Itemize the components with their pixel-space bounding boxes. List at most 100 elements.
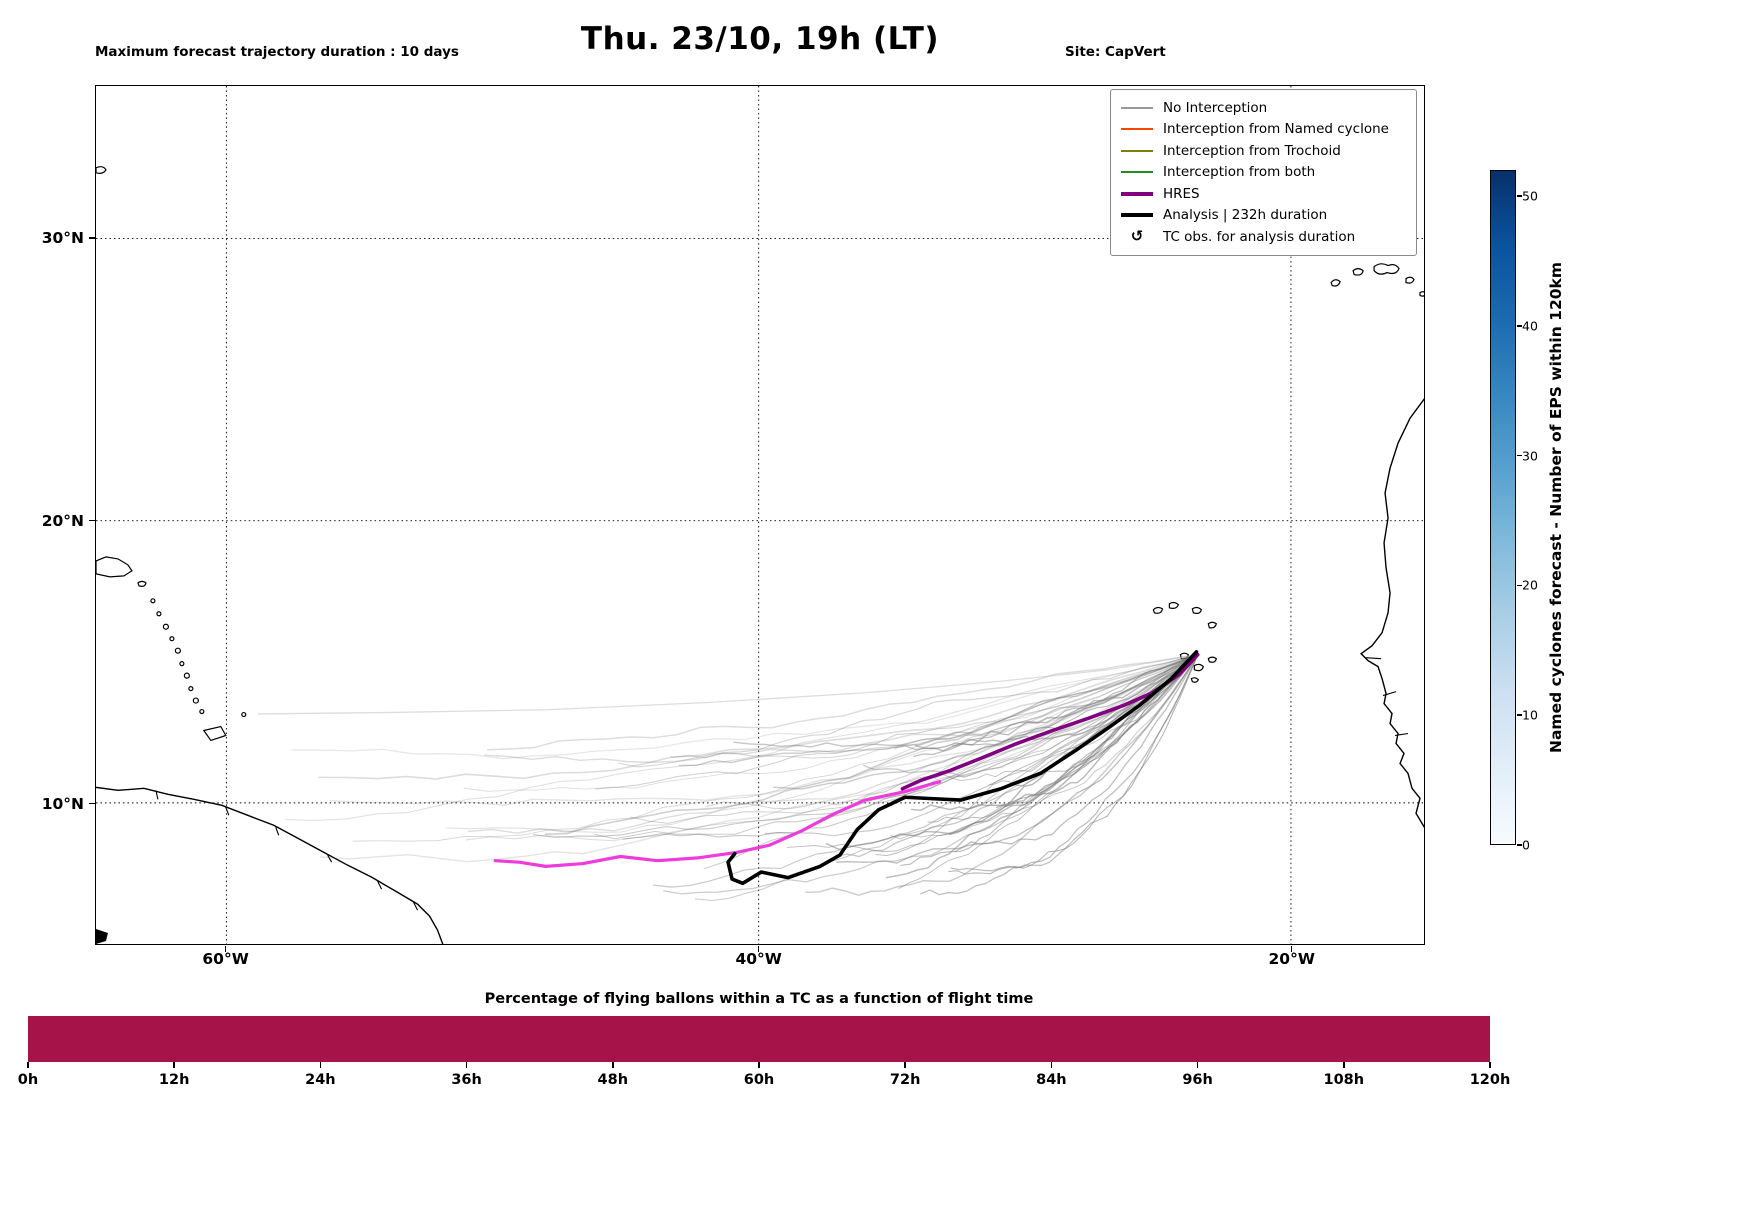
legend-line-sample: [1121, 171, 1153, 174]
eps-member-trajectory: [678, 653, 1199, 767]
eps-member-trajectory: [652, 654, 1199, 888]
map-plot: No Interception Interception from Named c…: [95, 85, 1425, 945]
legend-line-sample: [1121, 213, 1153, 218]
info-site: Site: CapVert: [1065, 44, 1166, 60]
legend-item: ↺ TC obs. for analysis duration: [1121, 226, 1406, 248]
lat-tick: [89, 519, 95, 522]
eps-member-trajectory: [284, 654, 1199, 821]
eps-member-trajectory: [786, 654, 1199, 853]
flight-axis-tick: [1196, 1062, 1199, 1068]
flight-axis-tick-label: 108h: [1323, 1072, 1365, 1088]
lon-tick: [1290, 946, 1293, 952]
eps-member-trajectory: [951, 653, 1199, 747]
legend-line-swatch: [1121, 106, 1153, 109]
legend-line-swatch: [1121, 171, 1153, 174]
colorbar-tick-label: 10: [1522, 707, 1538, 723]
coastline-antilles-island: [183, 672, 190, 679]
colorbar-tick-label: 30: [1522, 448, 1538, 464]
flight-axis-tick: [612, 1062, 614, 1068]
legend-line-sample: [1121, 106, 1153, 109]
flight-axis-tick: [465, 1062, 468, 1068]
legend-item: Interception from Named cyclone: [1121, 119, 1406, 141]
eps-member-trajectory: [352, 654, 1199, 842]
map-canvas: [96, 86, 1424, 944]
lat-tick-label: 10°N: [41, 794, 84, 813]
flight-axis-tick: [1343, 1062, 1345, 1068]
coastline-south-america: [96, 786, 444, 944]
param-max-duration: Maximum forecast trajectory duration : 1…: [95, 44, 459, 60]
colorbar-tick: [1516, 844, 1522, 846]
legend-line-sample: [1121, 128, 1153, 131]
eps-ensemble-trajectories: [284, 653, 1199, 902]
colorbar-tick: [1516, 325, 1522, 327]
tc-obs-glyph: ↺: [1130, 227, 1144, 246]
legend-label: Interception from both: [1163, 164, 1316, 181]
flight-axis-tick: [904, 1062, 906, 1068]
eps-member-trajectory: [920, 654, 1199, 896]
legend-label: TC obs. for analysis duration: [1163, 228, 1356, 245]
eps-member-trajectory: [898, 654, 1199, 889]
coastline-antilles-island: [174, 647, 181, 654]
legend-label: No Interception: [1163, 99, 1268, 116]
eps-member-trajectory: [617, 654, 1199, 768]
colorbar-tick: [1516, 454, 1522, 457]
legend-item: Interception from both: [1121, 162, 1406, 184]
flight-axis-tick: [27, 1062, 29, 1068]
eps-member-trajectory: [595, 654, 1199, 790]
flight-axis-tick-label: 36h: [451, 1072, 482, 1088]
flight-axis-tick: [758, 1062, 760, 1068]
flight-axis-tick: [173, 1062, 175, 1068]
coastline-antilles-island: [188, 686, 194, 692]
lon-tick-label: 40°W: [735, 950, 782, 968]
flight-axis-tick-label: 96h: [1182, 1072, 1213, 1088]
eps-member-trajectory: [764, 654, 1199, 834]
eps-member-trajectory: [875, 654, 1199, 857]
legend-line-swatch: [1121, 128, 1153, 131]
flight-axis-tick-label: 0h: [17, 1072, 39, 1088]
eps-member-trajectory: [988, 654, 1199, 787]
eps-member-trajectory: [913, 654, 1199, 757]
coastlines: [96, 166, 1424, 944]
map-legend: No Interception Interception from Named c…: [1110, 89, 1417, 256]
lon-tick-label: 60°W: [202, 950, 249, 968]
colorbar-tick: [1516, 714, 1522, 716]
highlighted-trajectories: [257, 650, 1200, 886]
eps-member-trajectory: [950, 654, 1199, 872]
coastline-africa: [1360, 398, 1424, 828]
trajectory-analysis: [726, 650, 1199, 886]
legend-label: Interception from Named cyclone: [1163, 121, 1389, 138]
eps-member-trajectory: [445, 654, 1199, 833]
eps-member-trajectory: [329, 653, 1199, 807]
coastline-antilles-island: [179, 661, 185, 667]
lat-tick: [89, 802, 95, 805]
eps-member-trajectory: [995, 654, 1199, 809]
eps-member-trajectory: [532, 654, 1199, 839]
flight-axis-tick: [1050, 1062, 1053, 1068]
legend-label: HRES: [1163, 185, 1200, 202]
colorbar-tick: [1516, 195, 1522, 197]
eps-member-trajectory: [467, 654, 1199, 834]
flight-axis-tick-label: 120h: [1469, 1072, 1511, 1088]
coastline-canary-islands: [1330, 263, 1424, 297]
legend-line-sample: [1121, 149, 1153, 152]
eps-member-trajectory: [706, 654, 1199, 810]
flight-axis-tick: [1489, 1062, 1491, 1068]
eps-member-trajectory: [894, 654, 1199, 751]
lat-tick: [89, 237, 95, 239]
legend-line-swatch: [1121, 213, 1153, 218]
eps-member-trajectory: [948, 654, 1199, 875]
colorbar-tick-label: 50: [1522, 188, 1538, 204]
coastline-africa-rivers: [1366, 657, 1409, 737]
colorbar-tick-label: 0: [1522, 837, 1530, 853]
legend-line-swatch: [1121, 191, 1153, 196]
coastline-south-america-rivers: [155, 790, 419, 911]
coastline-antilles-island: [162, 623, 169, 630]
eps-member-trajectory: [836, 654, 1199, 864]
coastline-corner-landmass: [96, 929, 108, 944]
coastline-antilles-island: [169, 636, 175, 642]
coastline-antilles-island: [150, 598, 156, 604]
flight-axis-tick-label: 12h: [158, 1072, 190, 1088]
coastline-greater-antilles: [96, 556, 227, 742]
lon-tick-label: 20°W: [1268, 950, 1315, 968]
